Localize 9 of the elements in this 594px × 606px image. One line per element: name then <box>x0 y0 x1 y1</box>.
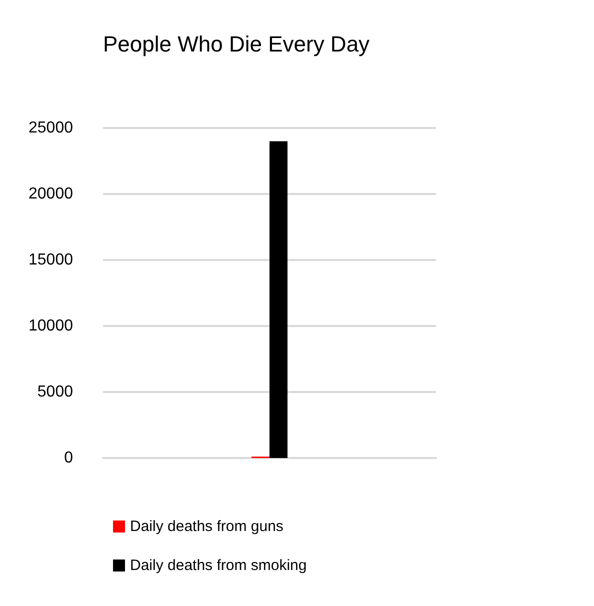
y-tick-label: 15000 <box>28 252 74 268</box>
y-tick-label: 25000 <box>28 120 74 136</box>
y-tick-label: 20000 <box>28 186 74 202</box>
legend-label: Daily deaths from guns <box>130 518 284 535</box>
y-tick-label: 5000 <box>37 384 74 400</box>
y-tick-label: 0 <box>64 450 74 466</box>
legend-label: Daily deaths from smoking <box>130 557 307 574</box>
chart-title: People Who Die Every Day <box>103 32 370 56</box>
y-tick-label: 10000 <box>28 318 74 334</box>
